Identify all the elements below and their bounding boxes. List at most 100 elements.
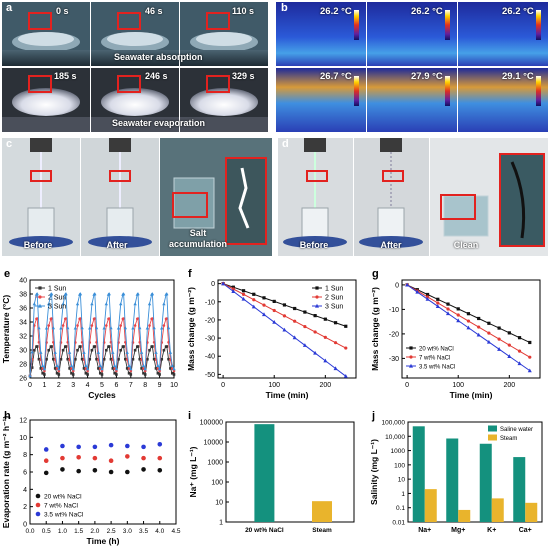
x-tick-label: 1.0: [58, 528, 67, 535]
panel-e-label: e: [4, 268, 10, 280]
legend-label: 7 wt% NaCl: [419, 356, 450, 362]
data-point: [148, 302, 151, 305]
data-point: [148, 324, 151, 327]
data-point: [134, 349, 137, 352]
data-point: [65, 345, 68, 348]
data-point: [105, 324, 108, 327]
panel-b-temp: 26.2 °C: [411, 6, 443, 17]
panel-d-roi-box: [306, 170, 328, 182]
data-point: [498, 326, 501, 329]
x-tick-label: K+: [487, 527, 496, 534]
y-tick-label: -10: [389, 307, 399, 314]
data-point: [273, 300, 276, 303]
data-point: [76, 349, 79, 352]
x-tick-label: 200: [503, 382, 515, 389]
x-tick-label: 2.5: [107, 528, 116, 535]
bar: [254, 424, 274, 522]
data-point: [144, 373, 147, 376]
data-point: [166, 345, 169, 348]
data-point: [160, 326, 163, 329]
y-tick-label: -30: [205, 336, 215, 343]
panel-d-before-label: Before: [294, 240, 334, 250]
data-point: [446, 302, 449, 305]
data-point: [273, 309, 276, 312]
x-tick-label: 3.0: [123, 528, 132, 535]
panel-b-temp: 29.1 °C: [502, 71, 534, 82]
data-point: [79, 345, 82, 348]
y-tick-label: 0.1: [396, 505, 405, 512]
y-tick-label: -10: [205, 299, 215, 306]
bar: [425, 489, 437, 522]
panel-a-roi-box: [206, 75, 230, 93]
data-point: [137, 345, 140, 348]
y-tick-label: 1: [401, 491, 405, 498]
data-point: [45, 326, 48, 329]
data-point: [93, 468, 98, 473]
y-tick-label: 0.01: [392, 520, 405, 527]
panel-a-roi-box: [206, 12, 230, 30]
bar: [480, 444, 492, 522]
data-point: [162, 302, 165, 305]
legend-label: 3 Sun: [48, 304, 66, 311]
x-axis-label: Time (min): [450, 390, 493, 400]
legend-marker: [409, 346, 412, 349]
data-point: [262, 304, 265, 307]
panel-b-temp: 27.9 °C: [411, 71, 443, 82]
data-point: [125, 444, 130, 449]
data-point: [59, 326, 62, 329]
data-point: [33, 349, 36, 352]
data-point: [88, 326, 91, 329]
data-point: [119, 302, 122, 305]
chart-i-sodium-concentration: 110100100010000100000Na⁺ (mg L⁻¹)20 wt% …: [184, 412, 368, 555]
y-tick-label: 40: [19, 278, 27, 285]
data-point: [467, 319, 470, 322]
data-point: [157, 456, 162, 461]
chart-h-evaporation-rate: 0.0 0.5 1.0 1.5 2.0 2.5 3.0 3.5 4.0 4.5024681012T…: [0, 412, 184, 555]
data-point: [76, 469, 81, 474]
legend-label: 20 wt% NaCl: [44, 494, 82, 501]
x-tick-label: 100: [268, 382, 280, 389]
data-point: [58, 373, 61, 376]
y-tick-label: -40: [205, 354, 215, 361]
data-point: [141, 445, 146, 450]
y-tick-label: 30: [19, 348, 27, 355]
y-tick-label: 38: [19, 292, 27, 299]
data-point: [334, 321, 337, 324]
y-tick-label: 0: [395, 282, 399, 289]
data-point: [163, 349, 166, 352]
legend-label: Saline water: [500, 427, 533, 433]
panel-d-after-label: After: [371, 240, 411, 250]
data-point: [477, 325, 480, 328]
panel-d-clean-label: Clean: [446, 240, 486, 250]
data-point: [293, 307, 296, 310]
data-point: [314, 330, 317, 333]
panel-a-time: 329 s: [232, 71, 255, 81]
data-point: [125, 454, 130, 459]
x-tick-label: 4.0: [155, 528, 164, 535]
y-tick-label: 10: [215, 500, 223, 507]
legend-marker: [38, 295, 41, 298]
legend-marker: [36, 503, 41, 508]
y-tick-label: 28: [19, 362, 27, 369]
data-point: [47, 349, 50, 352]
x-tick-label: 20 wt% NaCl: [245, 527, 284, 534]
panel-a-roi-box: [117, 12, 141, 30]
bar: [312, 501, 332, 522]
y-tick-label: 32: [19, 334, 27, 341]
x-tick-label: 0: [28, 382, 32, 389]
panel-a-time: 185 s: [54, 71, 77, 81]
panel-i-label: i: [188, 410, 191, 422]
legend-label: 1 Sun: [48, 286, 66, 293]
panel-a-time: 246 s: [145, 71, 168, 81]
data-point: [119, 324, 122, 327]
data-point: [146, 326, 149, 329]
data-point: [518, 350, 521, 353]
panel-b-temp: 26.2 °C: [320, 6, 352, 17]
data-point: [528, 368, 532, 372]
x-tick-label: 200: [319, 382, 331, 389]
data-point: [60, 456, 65, 461]
x-tick-label: 2.0: [90, 528, 99, 535]
data-point: [76, 302, 79, 305]
panel-d-photo-art: [278, 138, 548, 256]
data-point: [457, 307, 460, 310]
